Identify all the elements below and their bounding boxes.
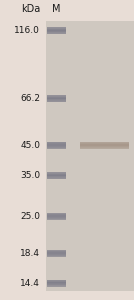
Bar — [47, 100, 66, 101]
Bar — [47, 146, 66, 147]
Bar — [47, 148, 66, 149]
Bar — [80, 142, 129, 143]
Bar — [47, 285, 66, 286]
Bar — [47, 27, 66, 28]
Text: 18.4: 18.4 — [20, 249, 40, 258]
Bar — [47, 218, 66, 219]
Text: kDa: kDa — [21, 4, 40, 14]
Bar — [80, 145, 129, 146]
Text: 116.0: 116.0 — [14, 26, 40, 35]
Bar — [47, 30, 66, 31]
Bar — [47, 282, 66, 283]
Bar — [47, 284, 66, 285]
Bar — [47, 28, 66, 29]
Bar — [47, 174, 66, 175]
Bar — [47, 144, 66, 145]
Bar — [47, 173, 66, 174]
Bar — [80, 146, 129, 147]
Bar — [47, 216, 66, 217]
Text: 14.4: 14.4 — [20, 279, 40, 288]
Bar — [46, 21, 134, 291]
Bar — [47, 32, 66, 33]
Bar — [47, 250, 66, 251]
Bar — [47, 29, 66, 30]
Bar — [47, 99, 66, 100]
Bar — [47, 147, 66, 148]
Bar — [47, 97, 66, 98]
Bar — [47, 280, 66, 281]
Bar — [80, 144, 129, 145]
Bar — [80, 148, 129, 149]
Bar — [47, 256, 66, 257]
Text: 25.0: 25.0 — [20, 212, 40, 221]
Bar — [47, 98, 66, 99]
Bar — [80, 143, 129, 144]
Bar — [47, 33, 66, 34]
Text: 35.0: 35.0 — [20, 171, 40, 180]
Bar — [47, 96, 66, 97]
Bar — [47, 254, 66, 255]
Bar — [47, 178, 66, 179]
Text: M: M — [52, 4, 61, 14]
Bar — [47, 95, 66, 96]
Bar — [47, 252, 66, 253]
Bar — [47, 175, 66, 176]
Bar — [47, 283, 66, 284]
Bar — [47, 31, 66, 32]
Bar — [47, 213, 66, 214]
Bar — [47, 251, 66, 252]
Bar — [47, 217, 66, 218]
Text: 66.2: 66.2 — [20, 94, 40, 103]
Bar — [47, 281, 66, 282]
Text: 45.0: 45.0 — [20, 141, 40, 150]
Bar — [47, 145, 66, 146]
Bar — [47, 143, 66, 144]
Bar — [47, 255, 66, 256]
Bar — [80, 147, 129, 148]
Bar — [47, 215, 66, 216]
Bar — [47, 142, 66, 143]
Bar — [47, 219, 66, 220]
Bar — [47, 176, 66, 177]
Bar — [47, 172, 66, 173]
Bar — [47, 214, 66, 215]
Bar — [47, 177, 66, 178]
Bar — [47, 101, 66, 102]
Bar — [47, 286, 66, 287]
